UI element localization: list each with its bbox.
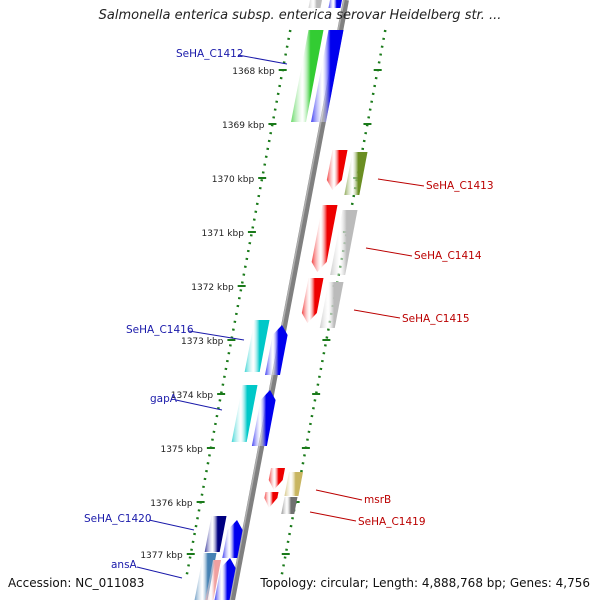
gene-seha-c1420-navy (204, 516, 227, 552)
gene-label-seha-c1420: SeHA_C1420 (84, 513, 152, 525)
scale-tick-label: 1371 kbp (202, 229, 245, 239)
leader-line-seha-c1416 (188, 330, 245, 341)
gene-seha-c1414-gray (330, 210, 358, 275)
gene-ansa-pink (205, 560, 221, 600)
scale-tick-label: 1369 kbp (222, 121, 265, 131)
gene-msrb (268, 468, 285, 490)
leader-line-seha-c1412 (237, 54, 288, 65)
leader-line-seha-c1413 (377, 178, 425, 187)
gene-label-seha-c1416: SeHA_C1416 (126, 324, 194, 336)
gene-seha-c1413 (326, 150, 348, 190)
gene-seha-c1412-green (291, 30, 324, 122)
gene-ansa (214, 558, 236, 600)
leader-line-gapa (175, 399, 223, 411)
gene-gapa (251, 390, 276, 446)
leader-line-seha-c1415 (353, 309, 401, 319)
leader-line-seha-c1419 (309, 511, 357, 522)
scale-tick-label: 1370 kbp (212, 175, 255, 185)
gene-label-ansa: ansA (111, 559, 138, 571)
gene-seha-c1416-cyan (244, 320, 270, 372)
leader-line-seha-c1420 (148, 519, 195, 531)
scale-tick-label: 1376 kbp (150, 499, 193, 509)
scale-tick-label: 1375 kbp (160, 445, 203, 455)
gene-seha-c1413-olive (344, 152, 368, 195)
gene-seha-c1414 (311, 205, 338, 272)
leader-line-seha-c1414 (365, 247, 413, 257)
scale-tick-label: 1372 kbp (191, 283, 234, 293)
gene-label-seha-c1415: SeHA_C1415 (402, 313, 470, 325)
gene-label-seha-c1412: SeHA_C1412 (176, 48, 244, 60)
gene-label-seha-c1414: SeHA_C1414 (414, 250, 482, 262)
gene-top-gray (308, 0, 322, 8)
gene-seha-c1416 (265, 325, 288, 375)
gene-gapa-cyan (231, 385, 258, 442)
gene-top-blue (328, 0, 342, 8)
scale-tick-label: 1377 kbp (140, 551, 183, 561)
gene-seha-c1419-gray (281, 497, 298, 514)
leader-line-msrb (315, 489, 363, 501)
gene-msrb-tan (284, 472, 303, 496)
topology-text: Topology: circular; Length: 4,888,768 bp… (260, 576, 590, 590)
gene-seha-c1415 (301, 278, 324, 323)
genome-title: Salmonella enterica subsp. enterica sero… (98, 8, 502, 23)
gene-seha-c1419 (264, 492, 279, 508)
gene-ansa-steel (194, 553, 217, 600)
gene-seha-c1412 (311, 30, 344, 122)
scale-tick-label: 1368 kbp (232, 67, 275, 77)
scale-tick-label: 1373 kbp (181, 337, 224, 347)
gene-label-msrb: msrB (364, 494, 391, 506)
gene-seha-c1420 (222, 520, 243, 558)
gene-label-seha-c1413: SeHA_C1413 (426, 180, 494, 192)
accession-text: Accession: NC_011083 (8, 576, 145, 590)
gene-label-seha-c1419: SeHA_C1419 (358, 516, 426, 528)
scale-tick-label: 1374 kbp (171, 391, 214, 401)
gene-label-gapa: gapA (150, 393, 178, 405)
gene-seha-c1415-gray (319, 282, 344, 328)
leader-line-ansa (136, 566, 183, 579)
